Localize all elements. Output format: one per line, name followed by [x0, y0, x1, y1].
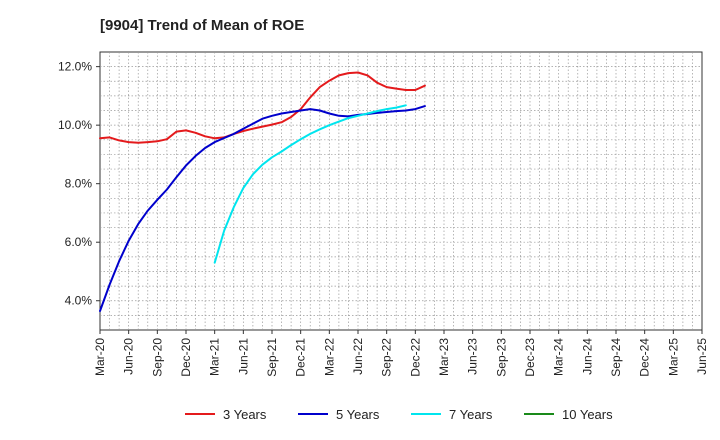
y-tick-label: 8.0%: [65, 177, 93, 191]
x-tick-label: Sep-23: [494, 338, 508, 377]
x-tick-label: Mar-23: [437, 338, 451, 376]
x-tick-label: Sep-22: [380, 338, 394, 377]
grid-lines: [100, 52, 702, 330]
plot-border: [99, 51, 703, 331]
x-tick-label: Jun-24: [580, 338, 594, 375]
x-tick-label: Dec-24: [638, 338, 652, 377]
series-lines: [99, 71, 426, 312]
legend: 3 Years 5 Years 7 Years 10 Years: [185, 407, 613, 422]
y-tick-label: 6.0%: [65, 235, 93, 249]
x-tick-label: Mar-24: [552, 338, 566, 376]
legend-label-10-years: 10 Years: [562, 407, 613, 422]
x-tick-label: Dec-20: [179, 338, 193, 377]
series-line-3-years: [99, 71, 426, 144]
x-tick-label: Dec-21: [294, 338, 308, 377]
x-tick-label: Jun-21: [236, 338, 250, 375]
x-tick-label: Mar-25: [666, 338, 680, 376]
plot-area: [99, 51, 703, 331]
x-axis: Mar-20 Jun-20 Sep-20 Dec-20 Mar-21 Jun-21 Sep-…: [93, 330, 709, 377]
x-tick-label: Sep-24: [609, 338, 623, 377]
legend-label-7-years: 7 Years: [449, 407, 493, 422]
x-tick-label: Mar-20: [93, 338, 107, 376]
x-tick-label: Jun-25: [695, 338, 709, 375]
y-tick-label: 4.0%: [65, 294, 93, 308]
x-tick-label: Jun-20: [122, 338, 136, 375]
chart-title: [9904] Trend of Mean of ROE: [100, 17, 304, 34]
x-tick-label: Jun-22: [351, 338, 365, 375]
x-tick-label: Mar-22: [322, 338, 336, 376]
x-tick-label: Sep-20: [150, 338, 164, 377]
y-axis: 4.0% 6.0% 8.0% 10.0% 12.0%: [58, 60, 100, 308]
x-tick-label: Mar-21: [208, 338, 222, 376]
legend-label-3-years: 3 Years: [223, 407, 267, 422]
x-tick-label: Dec-22: [408, 338, 422, 377]
y-tick-label: 12.0%: [58, 60, 92, 74]
x-tick-label: Sep-21: [265, 338, 279, 377]
x-tick-label: Jun-23: [466, 338, 480, 375]
series-line-7-years: [213, 104, 407, 264]
x-tick-label: Dec-23: [523, 338, 537, 377]
legend-label-5-years: 5 Years: [336, 407, 380, 422]
y-tick-label: 10.0%: [58, 118, 92, 132]
